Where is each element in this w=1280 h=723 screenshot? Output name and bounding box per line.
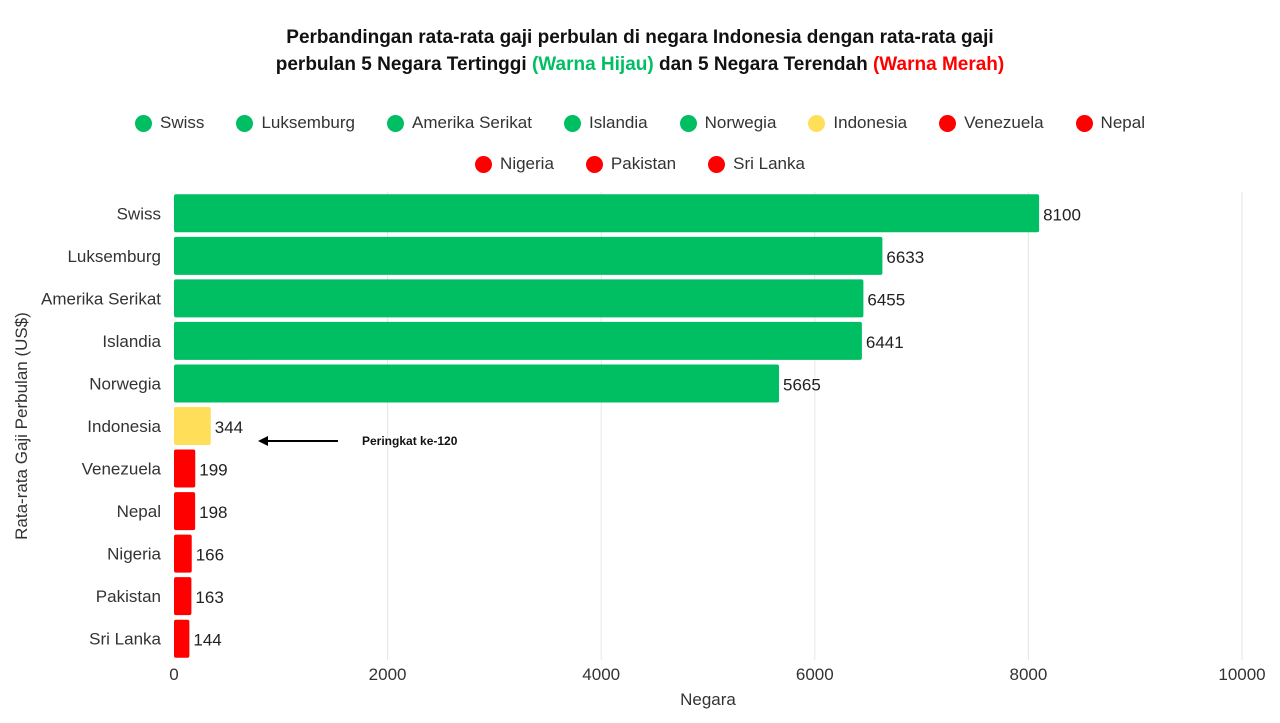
legend-label: Nigeria xyxy=(500,154,554,173)
bar xyxy=(174,534,192,573)
x-tick-label: 6000 xyxy=(796,665,834,684)
y-tick-label: Amerika Serikat xyxy=(41,289,161,308)
legend-label: Pakistan xyxy=(610,154,677,173)
legend-item: Nepal xyxy=(1075,113,1145,133)
title-green-label: (Warna Hijau) xyxy=(531,54,654,75)
legend-label: Nepal xyxy=(1100,113,1145,132)
data-label: 8100 xyxy=(1043,205,1081,224)
legend-dot-icon xyxy=(236,114,254,132)
x-tick-label: 2000 xyxy=(369,665,407,684)
legend-row-2: Nigeria Pakistan Sri Lanka xyxy=(0,154,1280,174)
annotation-text: Peringkat ke-120 xyxy=(362,434,458,448)
bar xyxy=(174,364,780,403)
bar xyxy=(174,279,864,318)
x-tick-label: 0 xyxy=(169,665,178,684)
legend-label: Islandia xyxy=(588,113,648,132)
y-tick-label: Islandia xyxy=(102,332,161,351)
title-middle: dan 5 Negara Terendah xyxy=(653,54,873,75)
legend-label: Norwegia xyxy=(704,113,777,132)
legend-item: Pakistan xyxy=(585,154,677,174)
chart-title-line1: Perbandingan rata-rata gaji perbulan di … xyxy=(286,27,994,48)
legend-item: Norwegia xyxy=(679,113,777,133)
title-red-label: (Warna Merah) xyxy=(872,54,1005,75)
legend-item: Amerika Serikat xyxy=(387,113,532,133)
legend-item: Sri Lanka xyxy=(708,154,805,174)
bar xyxy=(174,619,190,658)
legend-dot-icon xyxy=(808,114,826,132)
title-prefix: perbulan 5 Negara Tertinggi xyxy=(275,54,532,75)
bar xyxy=(174,449,196,488)
y-tick-label: Pakistan xyxy=(96,587,161,606)
legend-label: Venezuela xyxy=(964,113,1044,132)
legend-dot-icon xyxy=(708,155,726,173)
chart-title: Perbandingan rata-rata gaji perbulan di … xyxy=(0,24,1280,78)
bar xyxy=(174,492,196,531)
x-axis-label: Negara xyxy=(680,690,736,709)
legend-label: Swiss xyxy=(160,113,205,132)
y-tick-label: Swiss xyxy=(117,204,161,223)
data-label: 5665 xyxy=(783,375,821,394)
data-label: 6441 xyxy=(866,333,904,352)
legend-dot-icon xyxy=(135,114,153,132)
legend-label: Amerika Serikat xyxy=(412,113,532,132)
legend-dot-icon xyxy=(1075,114,1093,132)
legend-item: Islandia xyxy=(563,113,648,133)
chart-title-line2: perbulan 5 Negara Tertinggi (Warna Hijau… xyxy=(0,51,1280,78)
y-tick-label: Venezuela xyxy=(82,460,162,479)
data-label: 199 xyxy=(199,461,227,480)
data-label: 6455 xyxy=(867,290,905,309)
y-tick-label: Luksemburg xyxy=(67,247,161,266)
bar xyxy=(174,577,192,616)
legend-item: Luksemburg xyxy=(236,113,355,133)
legend-label: Sri Lanka xyxy=(733,154,805,173)
x-tick-label: 10000 xyxy=(1218,665,1265,684)
y-tick-label: Norwegia xyxy=(89,374,161,393)
y-tick-label: Nepal xyxy=(117,502,161,521)
data-label: 344 xyxy=(215,418,243,437)
y-tick-label: Sri Lanka xyxy=(89,630,161,649)
legend-dot-icon xyxy=(585,155,603,173)
legend-dot-icon xyxy=(387,114,404,132)
bar xyxy=(174,236,883,275)
legend-item: Nigeria xyxy=(475,154,554,174)
legend-dot-icon xyxy=(939,114,957,132)
data-label: 198 xyxy=(199,503,227,522)
bar xyxy=(174,407,211,445)
legend-row-1: Swiss Luksemburg Amerika Serikat Islandia No… xyxy=(0,113,1280,133)
data-label: 166 xyxy=(196,546,224,565)
y-tick-label: Indonesia xyxy=(87,417,161,436)
x-tick-label: 4000 xyxy=(582,665,620,684)
y-axis-label: Rata-rata Gaji Perbulan (US$) xyxy=(12,312,31,540)
x-tick-label: 8000 xyxy=(1009,665,1047,684)
data-label: 163 xyxy=(195,588,223,607)
arrow-left-icon xyxy=(258,436,268,446)
y-tick-label: Nigeria xyxy=(107,545,161,564)
legend-dot-icon xyxy=(679,114,697,132)
data-label: 144 xyxy=(193,631,221,650)
legend-dot-icon xyxy=(475,155,493,173)
legend-label: Indonesia xyxy=(833,113,908,132)
legend-dot-icon xyxy=(563,114,581,132)
data-label: 6633 xyxy=(886,248,924,267)
bar xyxy=(174,321,862,360)
legend-item: Swiss xyxy=(135,113,204,133)
legend-item: Indonesia xyxy=(808,113,907,133)
bar xyxy=(174,194,1040,233)
legend-item: Venezuela xyxy=(939,113,1044,133)
legend-label: Luksemburg xyxy=(261,113,355,132)
